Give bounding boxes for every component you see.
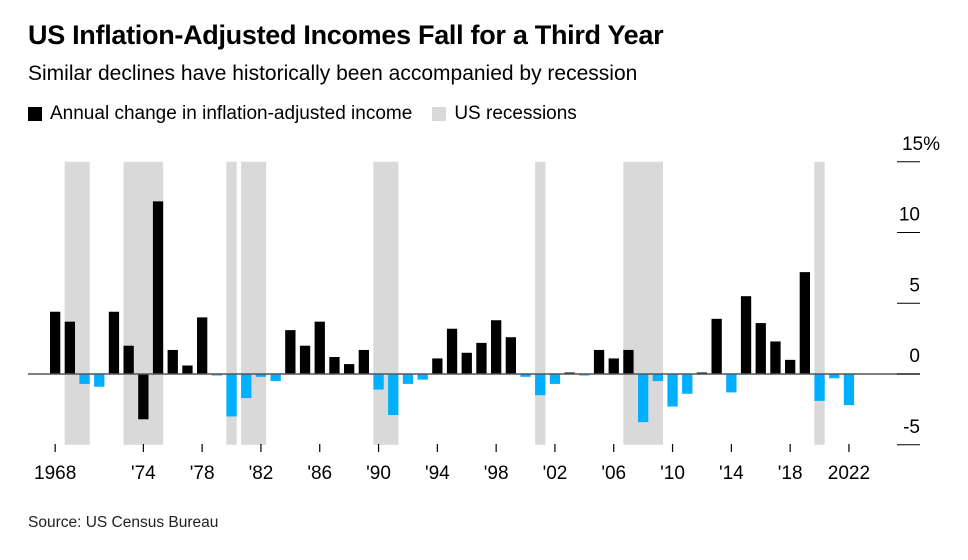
bar-1994: [432, 358, 443, 374]
legend-swatch-recessions: [432, 107, 447, 121]
bar-1989: [358, 349, 369, 374]
bar-2001: [535, 374, 546, 396]
bar-1971: [94, 374, 105, 387]
bar-1976: [167, 349, 178, 374]
bar-1992: [402, 374, 414, 384]
bar-2008: [638, 374, 649, 423]
y-tick-label: -5: [903, 417, 920, 438]
legend: Annual change in inflation-adjusted inco…: [28, 103, 577, 125]
bar-1993: [417, 374, 428, 380]
y-tick-label: 15%: [902, 134, 940, 155]
x-tick-label: '94: [425, 463, 450, 484]
bar-2009: [652, 374, 663, 382]
bar-1985: [299, 345, 311, 374]
bar-1981: [241, 374, 252, 399]
bar-1996: [461, 352, 472, 374]
legend-swatch-income: [28, 107, 42, 121]
recession-band: [241, 161, 267, 445]
x-tick-label: '98: [484, 463, 509, 484]
legend-label-income: Annual change in inflation-adjusted inco…: [50, 103, 413, 124]
bar-1982: [255, 374, 267, 377]
bar-1975: [152, 201, 164, 374]
x-tick-label: '02: [543, 463, 568, 484]
bar-1998: [491, 320, 502, 374]
bar-1969: [64, 321, 75, 374]
x-tick-label: '10: [660, 463, 685, 484]
x-tick-label: '90: [366, 463, 391, 484]
bar-1984: [285, 330, 296, 374]
x-tick-label: '82: [249, 463, 274, 484]
bar-2021: [829, 374, 840, 379]
bar-2018: [785, 359, 796, 374]
bar-2002: [549, 374, 561, 384]
bar-2007: [623, 349, 634, 374]
bar-1974: [138, 374, 149, 420]
x-tick-label: 2022: [828, 463, 870, 484]
bar-2015: [740, 296, 752, 374]
x-tick-label: '74: [131, 463, 156, 484]
bar-1997: [476, 342, 487, 374]
bar-1986: [314, 321, 325, 374]
bar-2019: [799, 272, 810, 374]
bar-2006: [608, 358, 619, 374]
bar-1968: [50, 311, 61, 374]
y-tick-label: 0: [909, 346, 920, 367]
recession-band: [64, 161, 90, 445]
bar-1999: [505, 337, 516, 374]
bar-2010: [667, 374, 678, 407]
bar-2013: [711, 318, 722, 374]
source-note: Source: US Census Bureau: [28, 514, 219, 531]
bar-1990: [373, 374, 384, 390]
chart-title: US Inflation-Adjusted Incomes Fall for a…: [28, 20, 664, 50]
x-tick-label: '78: [190, 463, 215, 484]
bar-2005: [593, 349, 605, 374]
bar-1995: [446, 328, 458, 374]
bar-1991: [388, 374, 399, 416]
bar-2020: [814, 374, 825, 401]
bar-2017: [770, 341, 781, 374]
x-tick-label: '06: [601, 463, 626, 484]
recession-band: [535, 161, 546, 445]
x-tick-label: '86: [307, 463, 332, 484]
bar-1978: [197, 317, 208, 374]
chart-subtitle: Similar declines have historically been …: [28, 62, 638, 85]
y-tick-label: 10: [899, 205, 920, 226]
recession-band: [226, 161, 237, 445]
bar-1970: [79, 374, 90, 384]
bar-1973: [123, 345, 134, 374]
x-tick-label: '14: [719, 463, 744, 484]
legend-label-recessions: US recessions: [454, 103, 577, 124]
bar-1980: [226, 374, 237, 417]
bar-2011: [682, 374, 693, 394]
bar-1972: [108, 311, 120, 374]
bar-2022: [843, 374, 855, 406]
x-tick-label: 1968: [34, 463, 76, 484]
bar-1977: [182, 365, 193, 374]
recession-band: [814, 161, 825, 445]
bar-1983: [270, 374, 281, 382]
bar-1987: [329, 357, 340, 374]
bar-2016: [755, 323, 766, 374]
x-tick-label: '18: [778, 463, 803, 484]
bar-2000: [520, 374, 531, 377]
y-tick-label: 5: [909, 275, 920, 296]
bar-2014: [726, 374, 737, 393]
bar-1988: [344, 364, 355, 374]
